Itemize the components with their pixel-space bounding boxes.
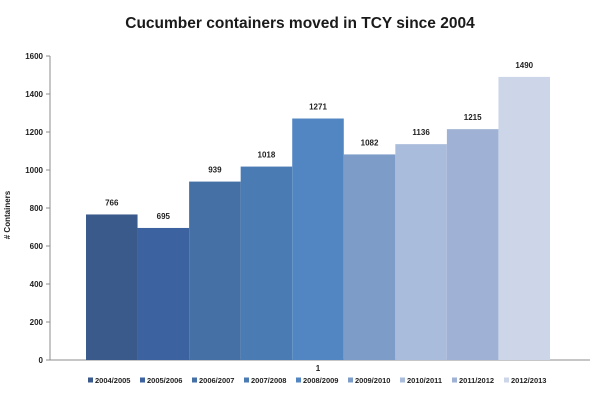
data-label-2010-2011: 1136 (412, 128, 430, 137)
legend-swatch-2006-2007 (192, 377, 197, 383)
legend-swatch-2009-2010 (348, 377, 353, 383)
bar-2007-2008 (240, 166, 293, 360)
bar-2012-2013 (498, 76, 550, 361)
y-tick-label: 1400 (25, 90, 43, 99)
data-label-2012-2013: 1490 (515, 61, 533, 70)
legend-swatch-2010-2011 (400, 377, 405, 383)
legend-swatch-2005-2006 (140, 377, 145, 383)
bar-2009-2010 (343, 154, 396, 360)
bar-2006-2007 (189, 181, 241, 360)
legend-label-2008-2009: 2008/2009 (303, 376, 338, 385)
legend-swatch-2011-2012 (452, 377, 457, 383)
y-tick-label: 200 (30, 318, 44, 327)
legend-label-2012-2013: 2012/2013 (511, 376, 546, 385)
legend-swatch-2004-2005 (88, 377, 93, 383)
bar-2008-2009 (292, 118, 344, 360)
legend-label-2010-2011: 2010/2011 (407, 376, 442, 385)
data-label-2007-2008: 1018 (258, 151, 276, 160)
legend-label-2007-2008: 2007/2008 (251, 376, 286, 385)
y-tick-label: 0 (39, 356, 44, 365)
legend-label-2009-2010: 2009/2010 (355, 376, 390, 385)
legend-swatch-2008-2009 (296, 377, 301, 383)
legend-label-2006-2007: 2006/2007 (199, 376, 234, 385)
legend: 2004/2005 2005/2006 2006/2007 2007/2008 2008… (88, 376, 546, 385)
legend-swatch-2007-2008 (244, 377, 249, 383)
bar-2010-2011 (395, 144, 447, 360)
data-label-2011-2012: 1215 (464, 113, 482, 122)
data-label-2008-2009: 1271 (309, 103, 327, 112)
data-label-2004-2005: 766 (105, 198, 119, 207)
bar-2011-2012 (446, 129, 499, 360)
y-tick-label: 800 (30, 204, 44, 213)
legend-label-2004-2005: 2004/2005 (95, 376, 130, 385)
x-category-label: 1 (316, 364, 321, 373)
y-tick-label: 1200 (25, 128, 43, 137)
data-label-2009-2010: 1082 (361, 138, 379, 147)
y-axis-title: # Containers (3, 190, 12, 239)
y-tick-label: 1000 (25, 166, 43, 175)
chart-title: Cucumber containers moved in TCY since 2… (125, 15, 475, 32)
data-labels-group: 766 695 939 1018 1271 1082 1136 1215 1490 (105, 61, 534, 221)
bar-2004-2005 (86, 214, 138, 360)
y-tick-label: 1600 (25, 52, 43, 61)
legend-label-2005-2006: 2005/2006 (147, 376, 182, 385)
bar-2005-2006 (137, 227, 190, 360)
legend-swatch-2012-2013 (504, 377, 509, 383)
y-tick-label: 400 (30, 280, 44, 289)
data-label-2006-2007: 939 (208, 166, 222, 175)
y-tick-label: 600 (30, 242, 44, 251)
bars-group (86, 76, 550, 361)
data-label-2005-2006: 695 (157, 212, 171, 221)
legend-label-2011-2012: 2011/2012 (459, 376, 494, 385)
